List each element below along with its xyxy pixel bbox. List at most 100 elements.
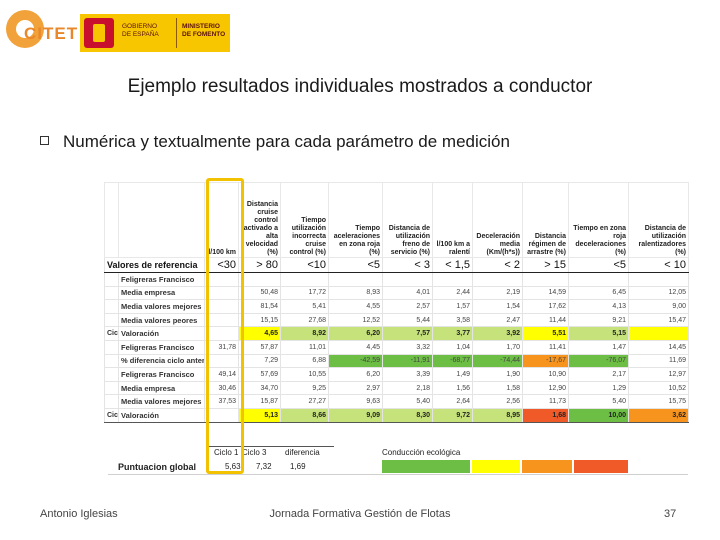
value-cell	[204, 312, 239, 328]
eco-scale-orange	[522, 460, 572, 473]
reference-cell: < 1,5	[432, 257, 473, 273]
header-cell: Tiempo aceleraciones en zona roja (%)	[328, 182, 383, 258]
value-cell: 10,52	[628, 380, 689, 396]
value-cell: 11,44	[522, 312, 569, 328]
row-name: Media empresa	[118, 380, 205, 396]
value-cell: 8,66	[280, 407, 329, 423]
eco-label: Conducción ecológica	[382, 448, 461, 457]
score-ciclo3: 7,32	[256, 462, 272, 471]
value-cell: 57,87	[238, 339, 281, 355]
value-cell: 10,55	[280, 367, 329, 382]
row-group-label	[104, 367, 119, 382]
value-cell: 3,58	[432, 312, 473, 328]
value-cell: 2,47	[472, 312, 523, 328]
value-cell: 6,20	[328, 367, 383, 382]
table-row: Feligreras Francisco 31,78 57,87 11,01 4,45 3…	[104, 339, 689, 355]
table-row: Media valores mejores 81,54 5,41 4,55 2,57 1,…	[104, 299, 689, 314]
row-group-label	[104, 380, 119, 396]
value-cell: 8,93	[328, 285, 383, 301]
value-cell: 3,39	[382, 367, 433, 382]
row-name: Valoración	[118, 326, 205, 341]
value-cell	[204, 407, 239, 423]
value-cell: 3,62	[628, 407, 689, 423]
row-name: Feligreras Francisco	[118, 272, 205, 287]
reference-cell: > 80	[238, 257, 281, 273]
value-cell: 8,30	[382, 407, 433, 423]
table-row: Media empresa 50,48 17,72 8,93 4,01 2,44 2,19 1…	[104, 285, 689, 301]
value-cell: 10,90	[522, 367, 569, 382]
table-header-row: l/100 km Distancia cruise control activad…	[104, 182, 689, 258]
value-cell: 1,57	[432, 299, 473, 314]
value-cell: 5,40	[382, 394, 433, 409]
row-group-label	[104, 312, 119, 328]
eco-scale-green	[382, 460, 470, 473]
table-row: Media valores peores 15,15 27,68 12,52 5,44 3…	[104, 312, 689, 328]
value-cell: 4,55	[328, 299, 383, 314]
header-cell	[104, 182, 119, 258]
score-diff: 1,69	[290, 462, 306, 471]
value-cell: 50,48	[238, 285, 281, 301]
header-cell: l/100 km a ralentí	[432, 182, 473, 258]
bullet-square-icon	[40, 136, 49, 146]
value-cell	[204, 285, 239, 301]
header-cell: l/100 km	[204, 182, 239, 258]
value-cell: 11,01	[280, 339, 329, 355]
bullet-text: Numérica y textualmente para cada paráme…	[63, 132, 510, 151]
value-cell: 12,90	[522, 380, 569, 396]
reference-cell: < 10	[628, 257, 689, 273]
results-table-wrap: l/100 km Distancia cruise control activad…	[104, 182, 689, 475]
row-name: Media empresa	[118, 285, 205, 301]
value-cell	[628, 326, 689, 341]
row-name: Valoración	[118, 407, 205, 423]
value-cell: 2,17	[568, 367, 629, 382]
value-cell: -74,44	[472, 353, 523, 369]
table-row: Feligreras Francisco	[104, 272, 689, 287]
value-cell: 1,54	[472, 299, 523, 314]
value-cell	[522, 272, 569, 287]
reference-row: Valores de referencia <30 > 80 <10 <5 < 3 < 1,…	[104, 257, 689, 273]
value-cell: 1,90	[472, 367, 523, 382]
row-group-label: Ciclo 1	[104, 326, 119, 341]
row-group-label	[104, 353, 119, 369]
value-cell: 4,65	[238, 326, 281, 341]
table-row: Feligreras Francisco 49,14 57,69 10,55 6,20 3…	[104, 367, 689, 382]
value-cell: 1,47	[568, 339, 629, 355]
table-row: Ciclo 3Valoración 5,138,669,098,309,728,9…	[104, 407, 689, 423]
row-name: % diferencia ciclo anterior	[118, 353, 205, 369]
summary-col-ciclo1: Ciclo 1	[214, 448, 239, 457]
value-cell: 4,01	[382, 285, 433, 301]
row-name: Feligreras Francisco	[118, 367, 205, 382]
value-cell: 5,41	[280, 299, 329, 314]
value-cell: 57,69	[238, 367, 281, 382]
value-cell: 10,00	[568, 407, 629, 423]
value-cell: 1,04	[432, 339, 473, 355]
score-label: Puntuacion global	[118, 462, 196, 472]
value-cell	[204, 299, 239, 314]
reference-cell: < 3	[382, 257, 433, 273]
value-cell: 15,87	[238, 394, 281, 409]
reference-cell: < 2	[472, 257, 523, 273]
value-cell: 15,15	[238, 312, 281, 328]
value-cell: 11,41	[522, 339, 569, 355]
footer-page-number: 37	[664, 508, 677, 520]
value-cell: 9,21	[568, 312, 629, 328]
row-group-label	[104, 299, 119, 314]
value-cell: 1,68	[522, 407, 569, 423]
header-cell: Distancia de utilización ralentizadores …	[628, 182, 689, 258]
footer-event: Jornada Formativa Gestión de Flotas	[269, 508, 451, 520]
value-cell: 34,70	[238, 380, 281, 396]
citet-logo-text: CITET	[24, 24, 79, 43]
summary-col-ciclo3: Ciclo 3	[242, 448, 267, 457]
value-cell: 4,45	[328, 339, 383, 355]
value-cell: 15,75	[628, 394, 689, 409]
value-cell: 2,19	[472, 285, 523, 301]
header-cell: Distancia cruise control activado a alta…	[238, 182, 281, 258]
header-cell: Deceleración media (Km/(h*s))	[472, 182, 523, 258]
value-cell: 3,77	[432, 326, 473, 341]
header-cell: Tiempo utilización incorrecta cruise con…	[280, 182, 329, 258]
value-cell: 12,05	[628, 285, 689, 301]
value-cell	[204, 326, 239, 341]
reference-cell: <5	[328, 257, 383, 273]
value-cell: 7,29	[238, 353, 281, 369]
value-cell: 11,73	[522, 394, 569, 409]
